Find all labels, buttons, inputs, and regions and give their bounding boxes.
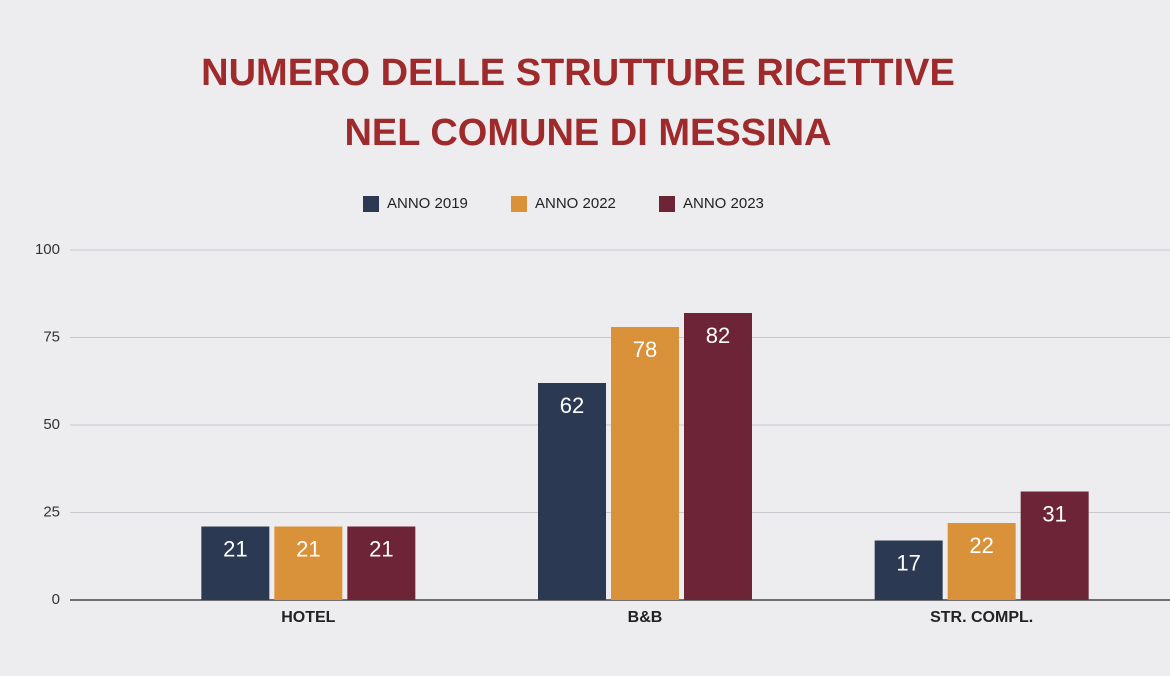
y-tick-label: 0 xyxy=(52,591,60,608)
bar xyxy=(684,313,752,600)
bar xyxy=(611,327,679,600)
y-tick-label: 100 xyxy=(35,241,60,258)
legend-swatch xyxy=(363,196,379,212)
bar xyxy=(201,526,270,600)
y-tick-label: 25 xyxy=(43,503,60,520)
data-label: 82 xyxy=(706,323,730,348)
bar xyxy=(538,383,606,600)
x-tick-label: HOTEL xyxy=(281,609,335,626)
bar xyxy=(274,526,343,600)
bar xyxy=(347,526,416,600)
legend-swatch xyxy=(659,196,675,212)
data-label: 21 xyxy=(223,536,247,561)
y-tick-label: 75 xyxy=(43,328,60,345)
bar xyxy=(1020,491,1089,600)
x-tick-label: STR. COMPL. xyxy=(930,609,1033,626)
data-label: 17 xyxy=(896,550,920,575)
data-label: 31 xyxy=(1042,501,1066,526)
bar xyxy=(874,540,943,600)
y-tick-label: 50 xyxy=(43,416,60,433)
chart-title: NUMERO DELLE STRUTTURE RICETTIVE xyxy=(201,52,955,94)
legend-label: ANNO 2023 xyxy=(683,195,764,212)
bar xyxy=(947,523,1016,600)
legend-label: ANNO 2019 xyxy=(387,195,468,212)
data-label: 21 xyxy=(296,536,320,561)
legend-label: ANNO 2022 xyxy=(535,195,616,212)
x-tick-label: B&B xyxy=(628,609,663,626)
data-label: 62 xyxy=(560,393,584,418)
chart-title: NEL COMUNE DI MESSINA xyxy=(344,112,831,154)
data-label: 22 xyxy=(969,533,993,558)
legend-swatch xyxy=(511,196,527,212)
data-label: 21 xyxy=(369,536,393,561)
data-label: 78 xyxy=(633,337,657,362)
